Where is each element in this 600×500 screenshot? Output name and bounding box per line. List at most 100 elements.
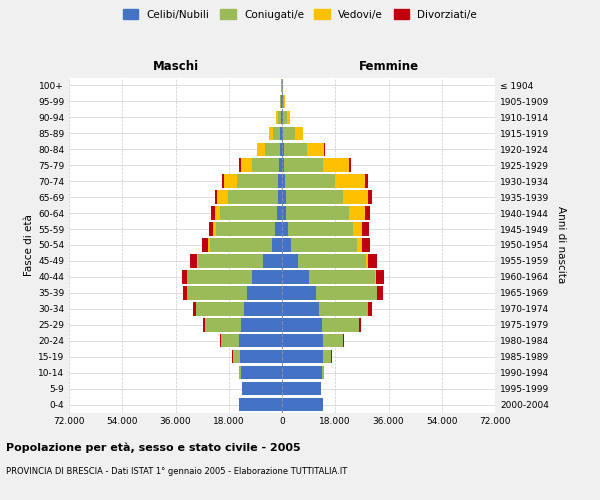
Bar — [282, 366, 322, 380]
Bar — [282, 270, 308, 283]
Bar — [282, 222, 288, 236]
Bar — [263, 254, 282, 268]
Bar — [284, 158, 323, 172]
Bar — [322, 318, 359, 332]
Bar — [307, 142, 324, 156]
Bar — [281, 94, 282, 108]
Bar — [182, 286, 187, 300]
Bar — [272, 126, 280, 140]
Bar — [362, 238, 370, 252]
Bar — [182, 270, 187, 283]
Bar — [282, 158, 284, 172]
Bar — [277, 110, 278, 124]
Bar — [282, 206, 286, 220]
Bar — [368, 190, 372, 204]
Bar — [224, 174, 237, 188]
Bar — [193, 302, 196, 316]
Bar — [239, 366, 241, 380]
Bar — [227, 190, 278, 204]
Bar — [282, 254, 298, 268]
Bar — [247, 286, 282, 300]
Bar — [221, 334, 239, 347]
Bar — [282, 382, 321, 396]
Bar — [282, 334, 323, 347]
Bar — [277, 206, 282, 220]
Y-axis label: Anni di nascita: Anni di nascita — [556, 206, 566, 284]
Bar — [241, 366, 282, 380]
Bar — [215, 190, 217, 204]
Bar — [237, 174, 278, 188]
Bar — [239, 334, 282, 347]
Bar — [359, 318, 361, 332]
Bar — [239, 398, 282, 411]
Bar — [242, 382, 282, 396]
Bar — [365, 206, 370, 220]
Bar — [187, 270, 253, 283]
Bar — [217, 222, 275, 236]
Bar — [282, 126, 283, 140]
Bar — [220, 334, 221, 347]
Bar — [343, 334, 344, 347]
Bar — [286, 190, 343, 204]
Bar — [349, 206, 365, 220]
Bar — [281, 110, 282, 124]
Bar — [278, 110, 281, 124]
Bar — [368, 254, 377, 268]
Bar — [287, 110, 290, 124]
Bar — [265, 142, 280, 156]
Text: PROVINCIA DI BRESCIA - Dati ISTAT 1° gennaio 2005 - Elaborazione TUTTITALIA.IT: PROVINCIA DI BRESCIA - Dati ISTAT 1° gen… — [6, 468, 347, 476]
Bar — [353, 222, 362, 236]
Text: Maschi: Maschi — [152, 60, 199, 72]
Bar — [367, 254, 368, 268]
Bar — [282, 110, 283, 124]
Bar — [376, 270, 384, 283]
Bar — [244, 302, 282, 316]
Bar — [209, 222, 214, 236]
Bar — [316, 286, 377, 300]
Bar — [205, 318, 241, 332]
Bar — [322, 366, 325, 380]
Y-axis label: Fasce di età: Fasce di età — [24, 214, 34, 276]
Bar — [319, 302, 368, 316]
Text: Femmine: Femmine — [358, 60, 419, 72]
Bar — [202, 238, 208, 252]
Bar — [295, 126, 303, 140]
Bar — [280, 142, 282, 156]
Bar — [220, 206, 277, 220]
Bar — [323, 334, 343, 347]
Bar — [375, 270, 376, 283]
Bar — [284, 142, 307, 156]
Bar — [349, 158, 351, 172]
Bar — [288, 222, 353, 236]
Bar — [278, 190, 282, 204]
Bar — [362, 222, 368, 236]
Text: Popolazione per età, sesso e stato civile - 2005: Popolazione per età, sesso e stato civil… — [6, 442, 301, 453]
Bar — [187, 286, 247, 300]
Bar — [280, 126, 282, 140]
Legend: Celibi/Nubili, Coniugati/e, Vedovi/e, Divorziati/e: Celibi/Nubili, Coniugati/e, Vedovi/e, Di… — [119, 5, 481, 24]
Bar — [282, 190, 286, 204]
Bar — [298, 254, 367, 268]
Bar — [324, 142, 325, 156]
Bar — [291, 238, 358, 252]
Bar — [217, 190, 227, 204]
Bar — [253, 158, 279, 172]
Bar — [269, 126, 272, 140]
Bar — [221, 174, 224, 188]
Bar — [196, 302, 244, 316]
Bar — [279, 158, 282, 172]
Bar — [323, 350, 331, 364]
Bar — [203, 318, 205, 332]
Bar — [282, 286, 316, 300]
Bar — [343, 190, 368, 204]
Bar — [377, 286, 383, 300]
Bar — [323, 158, 349, 172]
Bar — [190, 254, 197, 268]
Bar — [209, 238, 272, 252]
Bar — [208, 238, 209, 252]
Bar — [335, 174, 365, 188]
Bar — [282, 350, 323, 364]
Bar — [197, 254, 263, 268]
Bar — [214, 222, 217, 236]
Bar — [365, 174, 368, 188]
